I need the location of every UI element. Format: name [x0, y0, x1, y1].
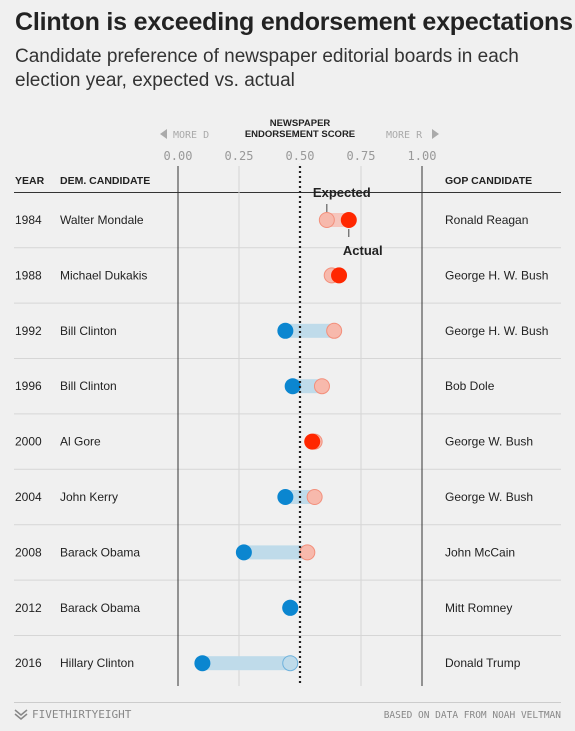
actual-dot [235, 544, 252, 561]
row-dem-candidate: Al Gore [60, 435, 101, 449]
actual-dot [304, 433, 321, 450]
row-dem-candidate: Michael Dukakis [60, 268, 147, 282]
row-year: 1988 [15, 268, 42, 282]
row-year: 2004 [15, 490, 42, 504]
row-dem-candidate: Walter Mondale [60, 213, 144, 227]
row-gop-candidate: George W. Bush [445, 435, 533, 449]
actual-annotation: Actual [343, 243, 383, 258]
axis-title-line-1: NEWSPAPER [270, 118, 331, 129]
row-year: 1996 [15, 379, 42, 393]
difference-bar [202, 656, 291, 671]
more-r-label: MORE R [386, 130, 423, 141]
chart-subtitle: Candidate preference of newspaper editor… [15, 46, 519, 91]
row-gop-candidate: Mitt Romney [445, 601, 512, 615]
expected-dot [318, 212, 335, 228]
expected-dot [313, 378, 330, 395]
row-year: 1984 [15, 213, 42, 227]
expected-dot [299, 544, 316, 561]
column-header-dem: DEM. CANDIDATE [60, 175, 150, 187]
row-gop-candidate: Donald Trump [445, 656, 521, 670]
actual-dot [277, 322, 294, 339]
tick-label: 0.00 [164, 149, 193, 163]
expected-annotation: Expected [313, 185, 371, 200]
more-d-label: MORE D [173, 130, 209, 141]
row-gop-candidate: George H. W. Bush [445, 268, 548, 282]
row-year: 1992 [15, 324, 42, 338]
more-d-arrow-icon [160, 129, 167, 139]
expected-dot [326, 322, 343, 339]
row-gop-candidate: George H. W. Bush [445, 324, 548, 338]
footer-brand-label: FIVETHIRTYEIGHT [32, 708, 132, 721]
tick-label: 0.75 [347, 149, 376, 163]
actual-dot [340, 212, 357, 228]
row-year: 2012 [15, 601, 42, 615]
row-dem-candidate: Barack Obama [60, 545, 140, 559]
row-gop-candidate: Ronald Reagan [445, 213, 528, 227]
footer-source: BASED ON DATA FROM NOAH VELTMAN [383, 710, 561, 721]
row-dem-candidate: Bill Clinton [60, 324, 117, 338]
actual-dot [277, 489, 294, 505]
tick-label: 0.25 [225, 149, 254, 163]
row-gop-candidate: Bob Dole [445, 379, 495, 393]
row-year: 2000 [15, 435, 42, 449]
footer-brand: FIVETHIRTYEIGHT [14, 708, 131, 721]
row-dem-candidate: Barack Obama [60, 601, 140, 615]
tick-label: 0.50 [286, 149, 315, 163]
row-dem-candidate: Hillary Clinton [60, 656, 134, 670]
actual-dot [284, 378, 301, 395]
row-dem-candidate: Bill Clinton [60, 379, 117, 393]
expected-dot [306, 489, 323, 505]
chart-title: Clinton is exceeding endorsement expecta… [15, 8, 573, 36]
row-year: 2016 [15, 656, 42, 670]
tick-label: 1.00 [408, 149, 437, 163]
actual-dot [194, 655, 211, 672]
column-header-year: YEAR [15, 175, 45, 187]
more-r-arrow-icon [432, 129, 439, 139]
column-header-gop: GOP CANDIDATE [445, 175, 532, 187]
row-year: 2008 [15, 545, 42, 559]
actual-dot [331, 267, 348, 284]
difference-bar [285, 323, 335, 338]
axis-title-line-2: ENDORSEMENT SCORE [245, 129, 355, 140]
difference-bar [243, 545, 308, 560]
footer-divider [14, 702, 561, 703]
expected-dot [282, 655, 299, 672]
actual-dot [282, 599, 299, 616]
fivethirtyeight-logo-icon [14, 709, 28, 720]
row-dem-candidate: John Kerry [60, 490, 118, 504]
row-gop-candidate: John McCain [445, 545, 515, 559]
row-gop-candidate: George W. Bush [445, 490, 533, 504]
